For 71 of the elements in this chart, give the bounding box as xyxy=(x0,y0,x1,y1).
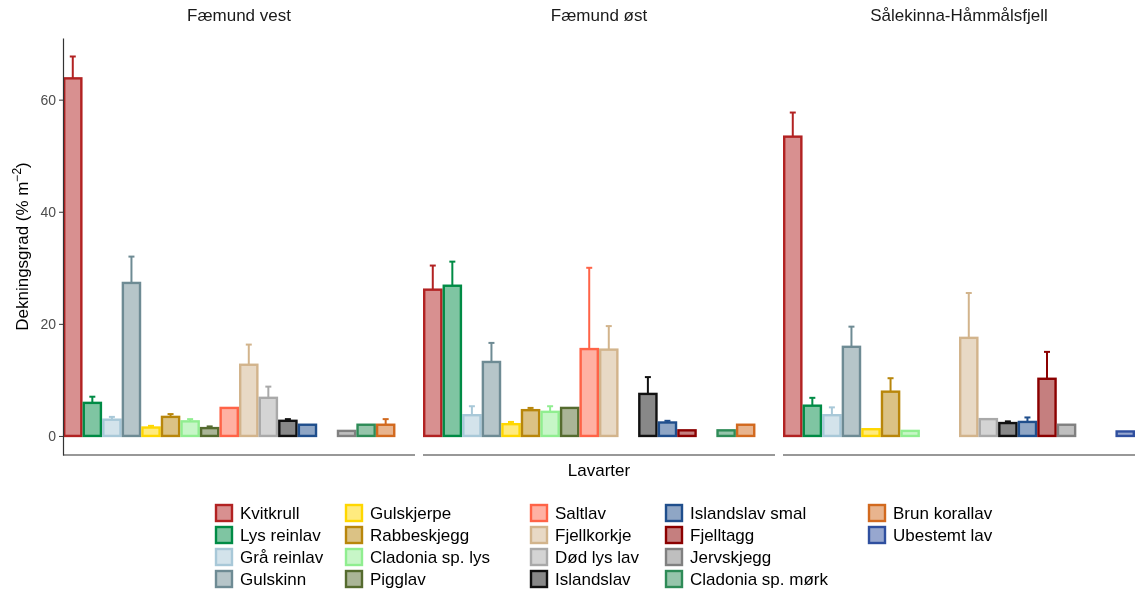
legend-label: Fjellkorkje xyxy=(555,526,632,545)
legend-label: Lys reinlav xyxy=(240,526,322,545)
bar xyxy=(297,423,318,438)
y-tick-label: 40 xyxy=(40,203,57,220)
bar xyxy=(959,336,979,438)
bar xyxy=(802,404,823,438)
bar xyxy=(900,429,920,438)
x-tick-label: Fæmund øst xyxy=(550,6,648,25)
bar xyxy=(735,423,756,438)
bar xyxy=(375,423,396,438)
bar xyxy=(1017,420,1038,438)
legend-label: Islandslav xyxy=(555,570,632,589)
bar xyxy=(677,429,697,438)
bar xyxy=(822,414,842,438)
y-tick-label: 60 xyxy=(40,91,57,108)
legend-label: Grå reinlav xyxy=(240,548,324,567)
bar xyxy=(861,428,881,438)
bar xyxy=(160,415,181,438)
bar xyxy=(462,414,482,438)
bar xyxy=(423,288,443,438)
bar xyxy=(336,429,357,438)
bar xyxy=(559,406,580,438)
y-tick-label: 0 xyxy=(48,427,57,444)
bar xyxy=(783,135,803,438)
bar xyxy=(239,363,259,438)
legend-label: Gulskjerpe xyxy=(370,504,452,523)
x-axis-title: Lavarter xyxy=(567,461,631,480)
bar xyxy=(1056,423,1077,438)
bar xyxy=(501,422,521,438)
legend-label: Fjelltagg xyxy=(690,526,755,545)
legend-label: Gulskinn xyxy=(240,570,307,589)
bar xyxy=(657,421,678,438)
bar xyxy=(63,77,83,438)
bar xyxy=(998,421,1018,438)
legend-label: Cladonia sp. mørk xyxy=(690,570,829,589)
bar xyxy=(599,348,619,438)
legend-label: Saltlav xyxy=(555,504,607,523)
bar xyxy=(199,426,220,438)
bar xyxy=(880,390,901,438)
bar xyxy=(442,284,463,438)
bar xyxy=(638,392,658,438)
x-tick-label: Fæmund vest xyxy=(187,6,292,25)
bar xyxy=(716,429,736,438)
bar xyxy=(520,408,541,438)
legend-label: Død lys lav xyxy=(555,548,640,567)
legend-label: Kvitkrull xyxy=(240,504,300,523)
x-tick-label: Sålekinna-Håmmålsfjell xyxy=(870,6,1048,25)
legend-label: Cladonia sp. lys xyxy=(370,548,491,567)
legend-label: Brun korallav xyxy=(893,504,993,523)
y-tick-label: 20 xyxy=(40,315,57,332)
bar xyxy=(1115,430,1135,438)
legend-label: Ubestemt lav xyxy=(893,526,993,545)
bar xyxy=(102,418,122,438)
bar xyxy=(356,423,376,438)
bar xyxy=(579,347,599,438)
bar xyxy=(481,360,502,438)
legend-label: Jervskjegg xyxy=(690,548,772,567)
bar xyxy=(219,406,239,438)
bar xyxy=(978,417,999,438)
bar xyxy=(121,281,142,438)
legend-label: Islandslav smal xyxy=(690,504,807,523)
legend-label: Rabbeskjegg xyxy=(370,526,470,545)
bar xyxy=(141,426,161,438)
bar xyxy=(82,401,103,438)
bar xyxy=(278,419,298,438)
bar xyxy=(1037,377,1057,438)
bar xyxy=(841,345,862,438)
bar xyxy=(540,410,560,438)
bar xyxy=(258,396,279,438)
legend-label: Pigglav xyxy=(370,570,427,589)
bar xyxy=(180,420,200,438)
